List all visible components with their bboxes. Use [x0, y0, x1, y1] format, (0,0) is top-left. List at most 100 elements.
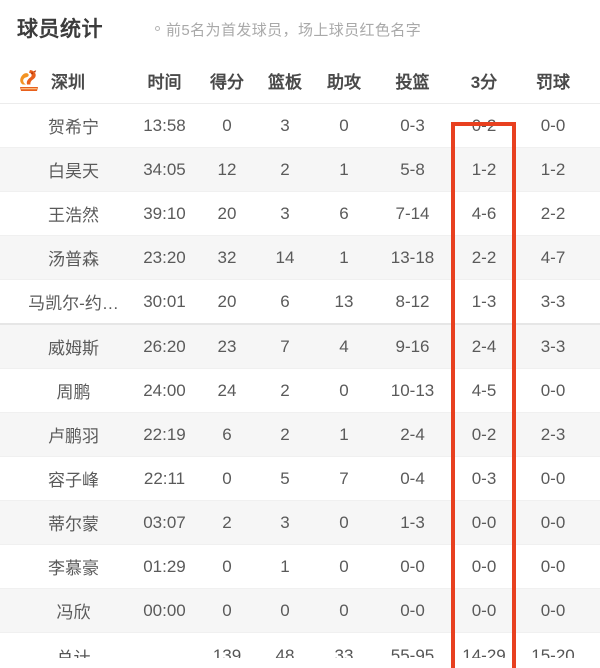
player-name[interactable]: 李慕豪 — [0, 544, 131, 589]
bottom-spacer — [0, 658, 600, 668]
player-freethrows: 3-3 — [517, 279, 589, 325]
player-threes: 2-4 — [451, 324, 517, 369]
column-header-points[interactable]: 得分 — [198, 58, 256, 104]
header-note: 前5名为首发球员，场上球员红色名字 — [155, 19, 421, 40]
player-threes: 4-5 — [451, 368, 517, 413]
player-name[interactable]: 汤普森 — [0, 235, 131, 280]
player-freethrows: 0-0 — [517, 368, 589, 413]
player-assists: 1 — [314, 412, 374, 457]
player-rebounds: 1 — [256, 544, 314, 589]
player-name[interactable]: 容子峰 — [0, 456, 131, 501]
header-note-text: 前5名为首发球员，场上球员红色名字 — [166, 21, 422, 39]
small-circle-bullet-icon — [155, 25, 160, 31]
player-minutes: 03:07 — [131, 500, 198, 545]
player-threes: 1-3 — [451, 279, 517, 325]
player-freethrows: 0-0 — [517, 500, 589, 545]
player-name[interactable]: 卢鹏羽 — [0, 412, 131, 457]
column-header-rebounds[interactable]: 篮板 — [256, 58, 314, 104]
player-minutes: 13:58 — [131, 103, 198, 148]
player-name[interactable]: 马凯尔-约… — [0, 279, 131, 325]
player-minutes: 26:20 — [131, 324, 198, 369]
player-fieldgoals: 2-4 — [374, 412, 451, 457]
player-freethrows: 0-0 — [517, 456, 589, 501]
column-header-assists[interactable]: 助攻 — [314, 58, 374, 104]
player-points: 2 — [198, 500, 256, 545]
player-fieldgoals: 0-0 — [374, 544, 451, 589]
shenzhen-dragon-logo-icon — [20, 69, 38, 91]
column-header-freethrows[interactable]: 罚球 — [517, 58, 589, 104]
player-minutes: 23:20 — [131, 235, 198, 280]
player-name[interactable]: 冯欣 — [0, 588, 131, 633]
player-name[interactable]: 贺希宁 — [0, 103, 131, 148]
player-points: 23 — [198, 324, 256, 369]
player-threes: 0-0 — [451, 544, 517, 589]
stats-table-container[interactable]: 深圳 时间 得分 篮板 助攻 投篮 3分 罚球 抢断 贺希宁13:580300-… — [0, 58, 600, 668]
player-points: 32 — [198, 235, 256, 280]
player-rebounds: 2 — [256, 368, 314, 413]
player-rebounds: 5 — [256, 456, 314, 501]
column-header-fieldgoals[interactable]: 投篮 — [374, 58, 451, 104]
player-freethrows: 4-7 — [517, 235, 589, 280]
page-title: 球员统计 — [17, 17, 103, 41]
player-name[interactable]: 周鹏 — [0, 368, 131, 413]
player-assists: 6 — [314, 191, 374, 236]
player-name[interactable]: 威姆斯 — [0, 324, 131, 369]
player-rebounds: 3 — [256, 191, 314, 236]
player-minutes: 01:29 — [131, 544, 198, 589]
player-steals: 3 — [589, 279, 600, 325]
player-freethrows: 2-2 — [517, 191, 589, 236]
player-rebounds: 2 — [256, 147, 314, 192]
player-fieldgoals: 13-18 — [374, 235, 451, 280]
page-header: 球员统计 前5名为首发球员，场上球员红色名字 — [0, 0, 600, 58]
player-minutes: 39:10 — [131, 191, 198, 236]
player-assists: 0 — [314, 588, 374, 633]
column-header-steals[interactable]: 抢断 — [589, 58, 600, 104]
player-steals: 0 — [589, 500, 600, 545]
column-header-threes[interactable]: 3分 — [451, 58, 517, 104]
player-points: 0 — [198, 544, 256, 589]
player-freethrows: 0-0 — [517, 588, 589, 633]
player-points: 24 — [198, 368, 256, 413]
player-fieldgoals: 7-14 — [374, 191, 451, 236]
player-rebounds: 0 — [256, 588, 314, 633]
player-name[interactable]: 王浩然 — [0, 191, 131, 236]
player-stats-table: 深圳 时间 得分 篮板 助攻 投篮 3分 罚球 抢断 贺希宁13:580300-… — [0, 58, 600, 668]
player-steals: 0 — [589, 235, 600, 280]
player-threes: 0-0 — [451, 588, 517, 633]
player-assists: 4 — [314, 324, 374, 369]
player-points: 6 — [198, 412, 256, 457]
player-steals: 0 — [589, 588, 600, 633]
player-freethrows: 0-0 — [517, 544, 589, 589]
player-points: 0 — [198, 456, 256, 501]
player-threes: 2-2 — [451, 235, 517, 280]
player-name[interactable]: 蒂尔蒙 — [0, 500, 131, 545]
player-steals: 1 — [589, 103, 600, 148]
player-minutes: 24:00 — [131, 368, 198, 413]
player-minutes: 00:00 — [131, 588, 198, 633]
player-name[interactable]: 白昊天 — [0, 147, 131, 192]
player-fieldgoals: 9-16 — [374, 324, 451, 369]
player-assists: 0 — [314, 500, 374, 545]
column-header-minutes[interactable]: 时间 — [131, 58, 198, 104]
player-fieldgoals: 0-4 — [374, 456, 451, 501]
player-steals: 2 — [589, 368, 600, 413]
player-fieldgoals: 8-12 — [374, 279, 451, 325]
player-points: 12 — [198, 147, 256, 192]
player-rebounds: 7 — [256, 324, 314, 369]
player-freethrows: 0-0 — [517, 103, 589, 148]
player-points: 20 — [198, 279, 256, 325]
column-header-team[interactable]: 深圳 — [0, 58, 131, 104]
